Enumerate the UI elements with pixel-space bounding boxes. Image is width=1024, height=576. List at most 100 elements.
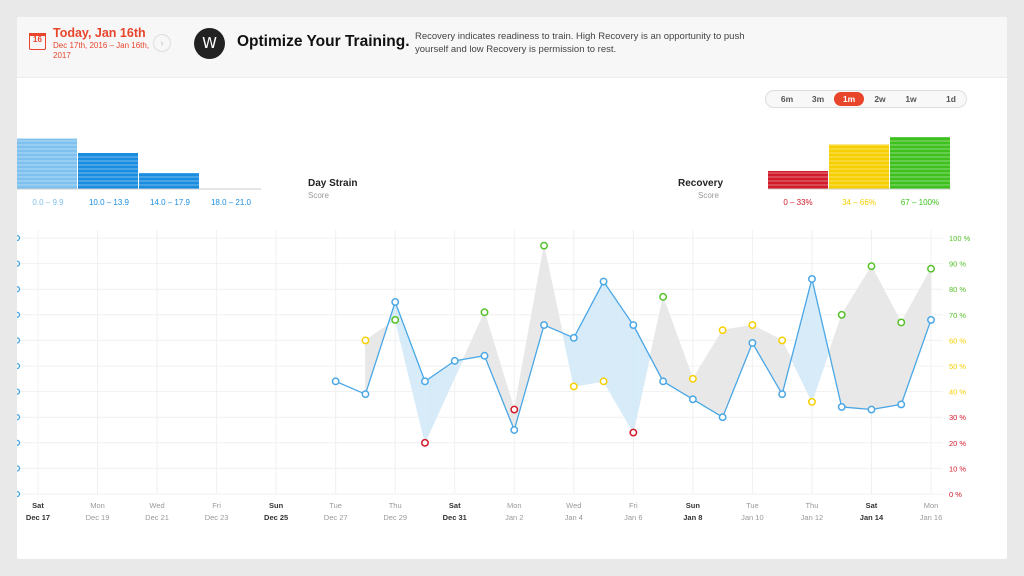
y-tick-label: 100 % — [949, 234, 971, 243]
strain-point — [391, 298, 400, 306]
recovery-point — [867, 262, 876, 271]
strain-point — [927, 315, 935, 324]
x-tick-weekday: Sun — [269, 501, 284, 510]
recovery-point — [837, 310, 846, 319]
range-option-1w[interactable]: 1w — [905, 94, 917, 104]
y-tick-label: 0 % — [949, 490, 962, 499]
x-tick-weekday: Fri — [629, 501, 638, 510]
chevron-right-icon[interactable]: › — [153, 34, 171, 52]
x-tick-weekday: Mon — [924, 501, 939, 510]
x-tick-weekday: Thu — [805, 501, 818, 510]
range-option-1m[interactable]: 1m — [834, 92, 864, 106]
x-tick-date: Jan 6 — [624, 513, 642, 522]
range-option-6m[interactable]: 6m — [780, 94, 794, 104]
strain-point — [510, 426, 519, 434]
x-tick-date: Jan 2 — [505, 513, 523, 522]
strain-point — [867, 405, 876, 414]
strain-point — [569, 333, 578, 342]
strain-point — [807, 275, 816, 283]
recovery-legend-title: Recovery — [678, 178, 724, 189]
x-tick-weekday: Sat — [449, 501, 461, 510]
strain-legend-title: Day Strain — [308, 178, 358, 189]
recovery-point — [480, 308, 489, 317]
x-tick-weekday: Mon — [507, 501, 522, 510]
strain-bin-label: 10.0 – 13.9 — [88, 198, 130, 207]
x-tick-weekday: Tue — [329, 501, 342, 510]
left-axis-marker — [17, 311, 21, 318]
left-axis-marker — [17, 490, 21, 498]
recovery-point — [718, 326, 727, 335]
recovery-point — [540, 241, 548, 250]
left-axis-marker — [17, 337, 21, 344]
recovery-legend-bar — [890, 137, 950, 189]
strain-bin-label: 18.0 – 21.0 — [210, 198, 252, 207]
date-range: Dec 17th, 2016 – Jan 16th, 2017 — [53, 41, 150, 60]
y-tick-label: 90 % — [949, 260, 966, 269]
x-tick-weekday: Fri — [212, 501, 221, 510]
left-axis-marker — [17, 388, 21, 395]
strain-point — [748, 339, 757, 347]
strain-point — [688, 395, 697, 404]
dashboard-card: 16 Today, Jan 16th Dec 17th, 2016 – Jan … — [17, 17, 1007, 559]
left-axis-marker — [17, 260, 21, 267]
x-tick-date: Dec 23 — [205, 513, 229, 522]
recovery-point — [927, 264, 935, 273]
x-tick-date: Jan 10 — [741, 513, 764, 522]
strain-point — [450, 356, 459, 365]
recovery-point — [361, 336, 370, 345]
range-option-3m[interactable]: 3m — [811, 94, 825, 104]
recovery-point — [688, 374, 697, 383]
area-between-series — [929, 267, 932, 325]
x-tick-date: Jan 12 — [801, 513, 824, 522]
strain-point — [480, 351, 489, 360]
strain-point — [897, 400, 906, 409]
calendar-icon[interactable]: 16 — [29, 33, 46, 50]
range-option-1d[interactable]: 1d — [946, 94, 956, 104]
x-tick-weekday: Mon — [90, 501, 105, 510]
recovery-point — [778, 336, 787, 345]
recovery-point — [659, 292, 668, 301]
y-tick-label: 30 % — [949, 413, 966, 422]
strain-point — [837, 403, 846, 411]
recovery-point — [569, 382, 578, 391]
recovery-bin-label: 67 – 100% — [900, 198, 940, 207]
recovery-legend-subtitle: Score — [698, 191, 719, 200]
left-axis-marker — [17, 286, 21, 293]
recovery-point — [748, 321, 757, 329]
date-title[interactable]: Today, Jan 16th — [53, 26, 146, 40]
y-tick-label: 80 % — [949, 285, 966, 294]
recovery-point — [599, 377, 608, 386]
strain-point — [331, 377, 340, 386]
page-title: Optimize Your Training. — [237, 33, 410, 50]
x-tick-date: Dec 25 — [264, 513, 288, 522]
recovery-legend-bar — [768, 171, 828, 189]
y-tick-label: 60 % — [949, 336, 966, 345]
left-axis-marker — [17, 362, 21, 370]
x-tick-date: Dec 31 — [443, 513, 467, 522]
y-tick-label: 70 % — [949, 311, 966, 320]
range-selector: 6m 3m 1m 2w 1w 1d — [765, 90, 967, 108]
left-axis-marker — [17, 414, 21, 421]
x-tick-date: Dec 29 — [383, 513, 407, 522]
strain-point — [659, 377, 668, 386]
x-tick-date: Dec 27 — [324, 513, 348, 522]
range-option-2w[interactable]: 2w — [874, 94, 886, 104]
recovery-point — [510, 405, 519, 414]
x-tick-weekday: Wed — [566, 501, 581, 510]
strain-point — [540, 321, 548, 329]
x-tick-date: Dec 19 — [86, 513, 110, 522]
left-axis-marker — [17, 234, 21, 242]
strain-bin-label: 0.0 – 9.9 — [32, 198, 64, 207]
strain-point — [718, 413, 727, 422]
whoop-logo: W — [194, 28, 225, 59]
x-tick-date: Jan 8 — [683, 513, 702, 522]
recovery-bin-label: 0 – 33% — [783, 198, 813, 207]
strain-point — [629, 321, 638, 329]
strain-legend-bar — [17, 138, 77, 189]
page-description: Recovery indicates readiness to train. H… — [415, 31, 745, 55]
recovery-point — [391, 315, 400, 324]
strain-point — [361, 390, 370, 399]
strain-point — [599, 277, 608, 286]
recovery-point — [807, 397, 816, 406]
left-axis-marker — [17, 465, 21, 472]
